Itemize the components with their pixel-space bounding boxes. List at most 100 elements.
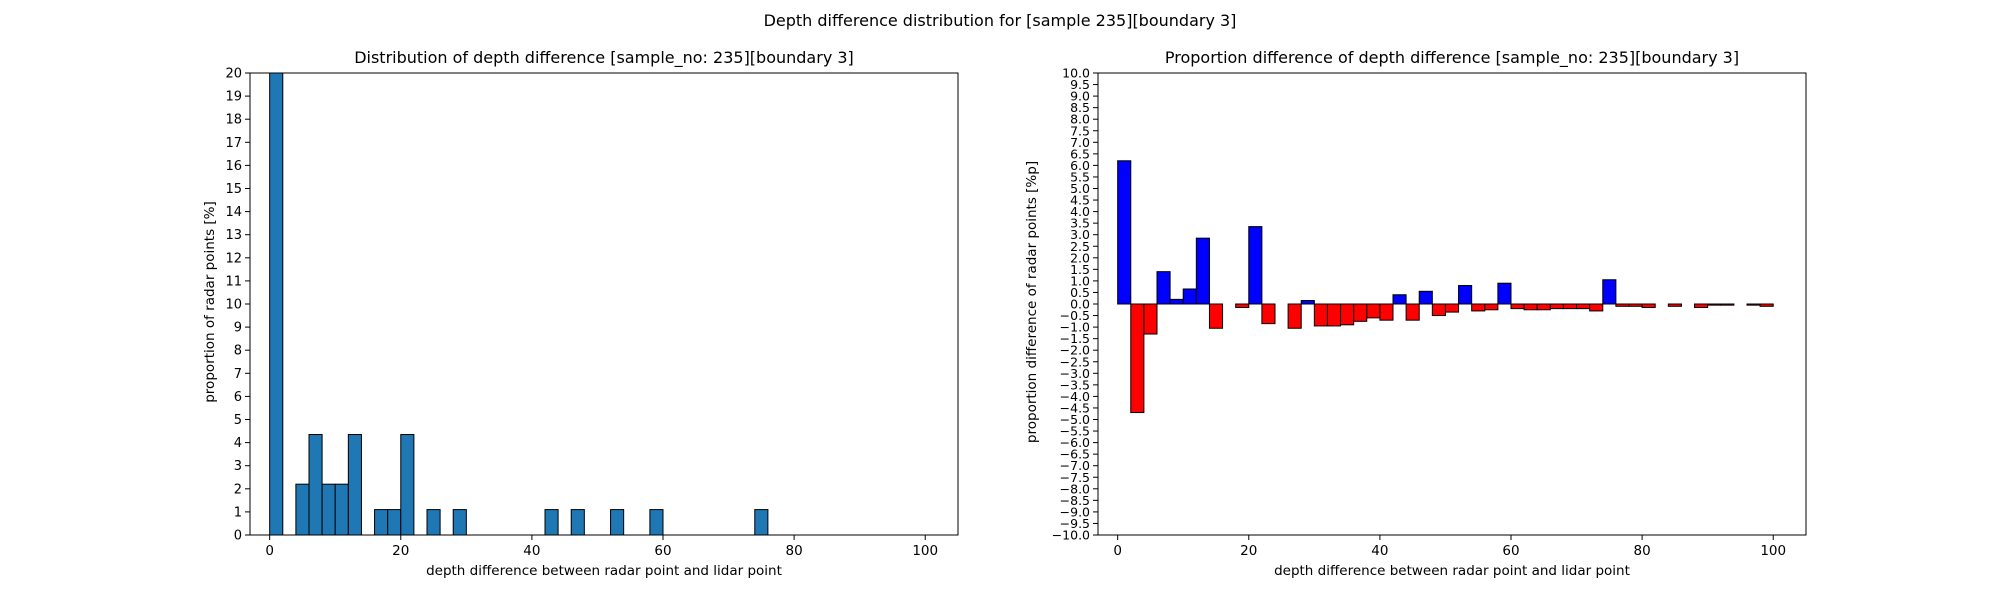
right-y-tick-label-3: −8.5 xyxy=(1060,493,1090,508)
left-x-tick-label-1: 20 xyxy=(392,543,409,559)
right-x-tick-label-4: 80 xyxy=(1634,543,1651,559)
right-y-tick-label-7: −6.5 xyxy=(1060,447,1090,462)
right-y-tick-label-24: 2.0 xyxy=(1070,250,1090,265)
left-y-tick-label-5: 5 xyxy=(234,413,242,428)
right-bar-21 xyxy=(1418,290,1433,305)
right-y-tick-label-39: 9.5 xyxy=(1070,77,1090,92)
right-y-tick-label-40: 10.0 xyxy=(1062,66,1090,81)
left-bar-12 xyxy=(570,509,585,536)
left-bar-7 xyxy=(387,509,402,536)
left-y-tick-label-2: 2 xyxy=(234,482,242,497)
right-bar-3 xyxy=(1156,271,1171,305)
right-bar-6 xyxy=(1195,237,1210,305)
right-bar-0 xyxy=(1117,160,1132,305)
left-y-tick-label-10: 10 xyxy=(225,298,242,313)
right-bar-36 xyxy=(1615,303,1630,307)
right-bar-4 xyxy=(1169,298,1184,305)
right-y-tick-label-19: −0.5 xyxy=(1060,308,1090,323)
left-bar-3 xyxy=(321,483,336,536)
right-bar-19 xyxy=(1392,294,1407,305)
right-y-tick-label-11: −4.5 xyxy=(1060,400,1090,415)
right-bar-31 xyxy=(1549,303,1564,310)
right-y-ticks: −10.0−9.5−9.0−8.5−8.0−7.5−7.0−6.5−6.0−5.… xyxy=(1052,66,1098,543)
right-bar-33 xyxy=(1576,303,1591,310)
left-y-tick-label-6: 6 xyxy=(234,390,242,405)
right-bar-34 xyxy=(1589,303,1604,312)
right-x-tick-label-1: 20 xyxy=(1240,543,1257,559)
right-bar-11 xyxy=(1287,303,1302,329)
left-x-tick-label-5: 100 xyxy=(912,543,938,559)
left-bar-6 xyxy=(374,509,389,536)
right-y-tick-label-37: 8.5 xyxy=(1070,100,1090,115)
left-y-tick-label-3: 3 xyxy=(234,459,242,474)
left-y-tick-label-1: 1 xyxy=(234,505,242,520)
left-y-tick-label-13: 13 xyxy=(225,228,242,243)
right-y-tick-label-33: 6.5 xyxy=(1070,146,1090,161)
left-y-tick-label-17: 17 xyxy=(225,136,242,151)
left-y-tick-label-9: 9 xyxy=(234,321,242,336)
right-y-tick-label-10: −5.0 xyxy=(1060,412,1090,427)
right-y-tick-label-28: 4.0 xyxy=(1070,204,1090,219)
figure-suptitle: Depth difference distribution for [sampl… xyxy=(764,11,1237,30)
right-y-tick-label-4: −8.0 xyxy=(1060,481,1090,496)
right-bar-13 xyxy=(1313,303,1328,327)
left-y-tick-label-18: 18 xyxy=(225,113,242,128)
left-plot-frame xyxy=(249,72,959,536)
right-bar-26 xyxy=(1484,303,1499,311)
right-bar-38 xyxy=(1641,303,1656,308)
right-y-tick-label-21: 0.5 xyxy=(1070,285,1090,300)
right-y-tick-label-31: 5.5 xyxy=(1070,169,1090,184)
right-bar-28 xyxy=(1510,303,1525,310)
right-bar-12 xyxy=(1300,300,1315,305)
right-y-tick-label-8: −6.0 xyxy=(1060,435,1090,450)
left-bar-10 xyxy=(452,509,467,536)
right-y-tick-label-17: −1.5 xyxy=(1060,331,1090,346)
left-y-tick-label-4: 4 xyxy=(234,436,242,451)
left-bars xyxy=(269,72,769,536)
left-bar-15 xyxy=(754,509,769,536)
right-y-tick-label-5: −7.5 xyxy=(1060,470,1090,485)
right-bar-10 xyxy=(1261,303,1276,325)
left-y-tick-label-12: 12 xyxy=(225,251,242,266)
right-y-tick-label-38: 9.0 xyxy=(1070,89,1090,104)
left-x-tick-label-2: 40 xyxy=(523,543,540,559)
right-y-tick-label-16: −2.0 xyxy=(1060,343,1090,358)
left-bar-5 xyxy=(347,434,362,536)
right-bar-18 xyxy=(1379,303,1394,321)
right-y-tick-label-36: 8.0 xyxy=(1070,112,1090,127)
right-y-tick-label-35: 7.5 xyxy=(1070,123,1090,138)
right-bar-24 xyxy=(1458,285,1473,305)
right-y-tick-label-30: 5.0 xyxy=(1070,181,1090,196)
left-chart-title: Distribution of depth difference [sample… xyxy=(354,48,854,68)
left-y-tick-label-11: 11 xyxy=(225,274,242,289)
right-y-tick-label-2: −9.0 xyxy=(1060,504,1090,519)
right-bar-32 xyxy=(1562,303,1578,310)
right-x-ticks: 0 20 40 60 80 100 xyxy=(1113,535,1786,559)
left-y-tick-label-7: 7 xyxy=(234,367,242,382)
right-bar-9 xyxy=(1248,226,1263,305)
right-bar-29 xyxy=(1523,303,1538,311)
right-y-tick-label-29: 4.5 xyxy=(1070,193,1090,208)
right-chart-title: Proportion difference of depth differenc… xyxy=(1165,48,1739,68)
right-y-tick-label-9: −5.5 xyxy=(1060,424,1090,439)
right-bar-20 xyxy=(1405,303,1420,321)
right-bar-8 xyxy=(1235,303,1250,308)
left-y-axis-label: proportion of radar points [%] xyxy=(202,201,218,403)
right-bar-1 xyxy=(1130,303,1145,414)
left-x-tick-label-0: 0 xyxy=(265,543,274,559)
right-y-tick-label-12: −4.0 xyxy=(1060,389,1090,404)
right-y-tick-label-34: 7.0 xyxy=(1070,135,1090,150)
left-bar-4 xyxy=(334,483,349,536)
right-bar-44 xyxy=(1759,303,1774,307)
right-bar-42 xyxy=(1720,303,1735,306)
right-y-axis-label: proportion difference of radar points [%… xyxy=(1024,161,1040,443)
right-y-tick-label-18: −1.0 xyxy=(1060,320,1090,335)
left-y-tick-label-14: 14 xyxy=(225,205,242,220)
right-y-tick-label-0: −10.0 xyxy=(1052,528,1090,543)
right-bar-43 xyxy=(1746,303,1761,306)
right-y-tick-label-27: 3.5 xyxy=(1070,216,1090,231)
chart-left: Distribution of depth difference [sample… xyxy=(202,48,959,579)
right-bar-14 xyxy=(1326,303,1342,327)
